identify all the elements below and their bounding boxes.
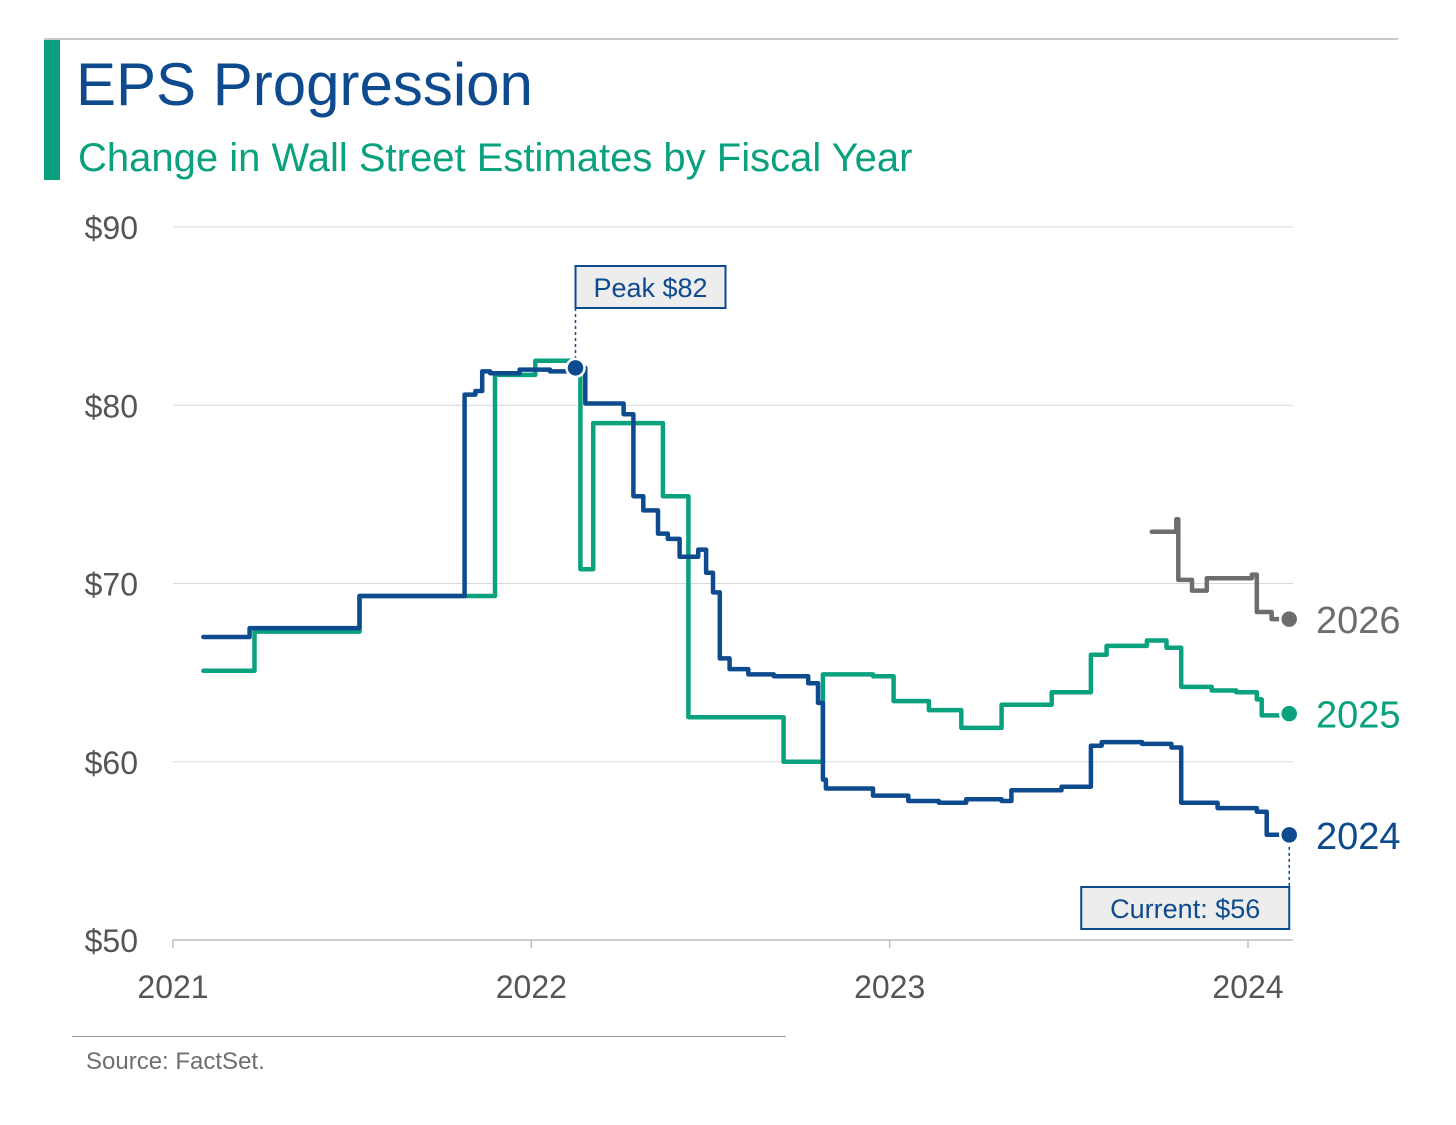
peak-marker: [565, 357, 586, 379]
end-marker-2025: [1278, 703, 1300, 724]
end-marker-2026: [1278, 608, 1300, 630]
y-tick-label: $70: [85, 567, 138, 603]
series-lines: [201, 358, 1292, 838]
annotation-label: Current: $56: [1110, 894, 1260, 924]
footer-rule: [72, 1036, 786, 1037]
page-subtitle: Change in Wall Street Estimates by Fisca…: [78, 136, 913, 180]
x-axis-tick-labels: 2021 2022 2023 2024: [137, 969, 1283, 1005]
x-tick-label: 2022: [496, 969, 567, 1005]
series-line-2025: [201, 358, 1292, 765]
y-tick-label: $50: [85, 923, 138, 959]
x-tick-label: 2021: [137, 969, 208, 1005]
x-tick-label: 2024: [1212, 969, 1283, 1005]
series-line-2024: [201, 365, 1292, 838]
grid-lines: [172, 226, 1293, 948]
annotation-box: [1080, 886, 1291, 930]
annotation-box: [574, 265, 727, 309]
y-tick-label: $60: [85, 745, 138, 781]
annotation-label: Peak $82: [593, 273, 707, 303]
series-label-2024: 2024: [1316, 816, 1401, 858]
end-marker-2024: [1278, 824, 1300, 846]
x-tick-label: 2023: [854, 969, 925, 1005]
series-end-labels: 2024 2025 2026: [1278, 600, 1401, 858]
series-label-2026: 2026: [1316, 600, 1401, 642]
y-axis-tick-labels: $50 $60 $70 $80 $90: [85, 210, 138, 959]
source-note: Source: FactSet.: [86, 1048, 265, 1075]
page-title: EPS Progression: [76, 51, 533, 118]
annotations: Peak $82 Current: $56: [565, 265, 1291, 930]
title-accent-bar: [44, 40, 60, 180]
series-label-2025: 2025: [1316, 695, 1401, 737]
y-tick-label: $90: [85, 210, 138, 246]
top-rule: [44, 38, 1398, 40]
y-tick-label: $80: [85, 388, 138, 424]
series-line-2026: [1149, 517, 1292, 622]
